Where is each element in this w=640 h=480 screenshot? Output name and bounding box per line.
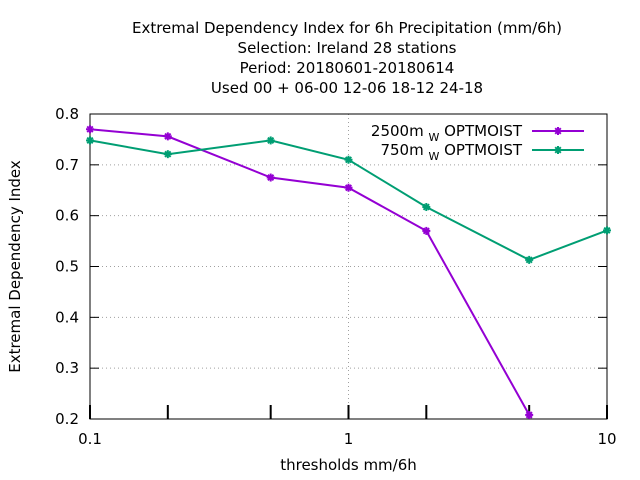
legend-label: 750m W OPTMOIST: [380, 141, 522, 163]
data-point: [344, 155, 353, 164]
legend-suffix: OPTMOIST: [439, 122, 522, 140]
tick-labels: 0.2 0.3 0.4 0.5 0.6 0.7 0.8 0.1 1 10: [55, 105, 616, 448]
data-point: [163, 132, 172, 141]
data-point: [422, 203, 431, 212]
x-axis-label: thresholds mm/6h: [280, 456, 417, 474]
legend-series-name: 750m: [380, 141, 428, 159]
data-point: [266, 173, 275, 182]
title-line-4: Used 00 + 06-00 12-06 18-12 24-18: [211, 79, 483, 97]
title-line-1: Extremal Dependency Index for 6h Precipi…: [132, 19, 562, 37]
x-tick-label: 0.1: [78, 430, 102, 448]
y-tick-label: 0.5: [55, 258, 79, 276]
series-line: [89, 128, 531, 416]
x-tick-label: 1: [344, 430, 354, 448]
chart-title: Extremal Dependency Index for 6h Precipi…: [132, 19, 562, 97]
plot-frame: [89, 113, 608, 420]
data-point: [86, 136, 94, 145]
grid: [90, 114, 607, 419]
y-tick-label: 0.4: [55, 308, 79, 326]
legend-label: 2500m W OPTMOIST: [371, 122, 523, 144]
legend-subscript: W: [428, 150, 439, 163]
data-point: [422, 226, 431, 235]
y-tick-label: 0.6: [55, 207, 79, 225]
data-point: [86, 125, 94, 134]
y-axis-label: Extremal Dependency Index: [6, 160, 24, 373]
y-tick-label: 0.7: [55, 156, 79, 174]
data-point: [163, 150, 172, 159]
y-tick-label: 0.2: [55, 410, 79, 428]
legend-marker: [554, 127, 562, 135]
legend-marker: [554, 146, 562, 154]
legend-suffix: OPTMOIST: [439, 141, 522, 159]
data-point: [266, 136, 275, 145]
data-point: [525, 255, 534, 264]
y-tick-label: 0.8: [55, 105, 79, 123]
series: [86, 125, 611, 419]
title-line-3: Period: 20180601-20180614: [240, 59, 455, 77]
legend-item: 750m W OPTMOIST: [380, 141, 584, 163]
data-point: [344, 183, 353, 192]
series-2500m: [86, 125, 534, 419]
x-tick-label: 10: [597, 430, 616, 448]
series-750m: [86, 136, 611, 264]
title-line-2: Selection: Ireland 28 stations: [238, 39, 457, 57]
data-point: [603, 226, 611, 235]
legend-item: 2500m W OPTMOIST: [371, 122, 584, 144]
data-point: [525, 410, 534, 419]
y-tick-label: 0.3: [55, 359, 79, 377]
legend-series-name: 2500m: [371, 122, 429, 140]
legend-subscript: W: [428, 131, 439, 144]
